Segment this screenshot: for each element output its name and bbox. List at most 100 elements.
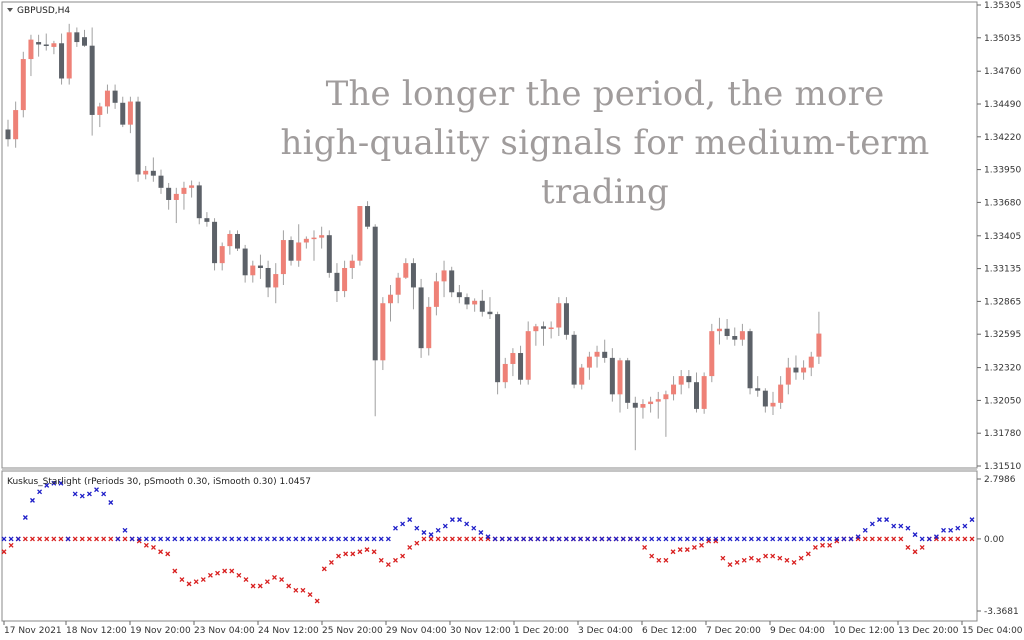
red-marker — [784, 557, 790, 563]
blue-marker — [905, 525, 911, 531]
blue-marker — [58, 480, 64, 486]
red-marker — [805, 551, 811, 557]
blue-marker — [820, 536, 825, 542]
candle-body — [617, 360, 623, 395]
red-marker — [727, 562, 733, 568]
red-marker — [108, 536, 114, 542]
price-tick-label: 1.31510 — [984, 462, 1021, 472]
blue-marker — [229, 536, 235, 542]
blue-marker — [158, 536, 164, 542]
candle-body — [541, 326, 546, 329]
candle-body — [449, 270, 455, 293]
price-tick-label: 1.31780 — [984, 429, 1021, 439]
blue-marker — [421, 530, 427, 535]
candle-body — [97, 106, 103, 115]
triangle-down-icon[interactable] — [7, 8, 13, 12]
candle-body — [533, 326, 539, 332]
indicator-label: Kuskus_Starlight (rPeriods 30, pSmooth 0… — [7, 477, 311, 487]
candle-body — [303, 238, 309, 243]
price-tick-label: 1.34760 — [984, 67, 1021, 77]
blue-marker — [677, 536, 683, 542]
red-marker — [364, 547, 370, 553]
candle-body — [319, 235, 325, 238]
candle-body — [349, 260, 355, 268]
blue-marker — [143, 536, 149, 542]
red-marker — [656, 557, 662, 563]
blue-marker — [350, 536, 356, 542]
candle-body — [388, 294, 393, 304]
blue-marker — [172, 536, 178, 542]
red-marker — [691, 545, 697, 550]
blue-marker — [457, 517, 462, 523]
candle-body — [250, 265, 256, 276]
indicator-markers — [1, 480, 975, 604]
candle-body — [20, 59, 26, 111]
blue-marker — [101, 491, 107, 497]
blue-marker — [485, 534, 491, 540]
candle-body — [296, 242, 302, 261]
time-tick-label: 29 Nov 04:00 — [386, 626, 447, 636]
time-tick-label: 24 Nov 12:00 — [258, 626, 319, 636]
main-chart-panel[interactable] — [1, 1, 978, 469]
candle-body — [204, 218, 210, 222]
price-tick-label: 1.32320 — [984, 364, 1021, 374]
red-marker — [336, 553, 341, 559]
blue-marker — [699, 536, 704, 542]
blue-marker — [635, 536, 640, 542]
candle-body — [365, 206, 371, 227]
candle-body — [686, 376, 692, 383]
blue-marker — [272, 536, 277, 542]
red-marker — [777, 555, 783, 561]
blue-marker — [37, 489, 43, 495]
blue-marker — [841, 536, 847, 542]
red-marker — [677, 547, 683, 553]
blue-marker — [855, 534, 861, 540]
indicator-tick-label: -3.3681 — [984, 607, 1019, 617]
indicator-tick-label: 0.00 — [984, 535, 1004, 545]
candle-body — [13, 110, 19, 140]
overlay-line: trading — [541, 172, 669, 212]
blue-marker — [521, 536, 527, 542]
blue-marker — [222, 536, 228, 542]
red-marker — [158, 549, 164, 555]
red-marker — [272, 574, 277, 580]
red-marker — [378, 557, 384, 563]
blue-marker — [314, 536, 320, 542]
candle-body — [426, 306, 432, 349]
candle-body — [150, 170, 156, 176]
price-tick-label: 1.32595 — [984, 330, 1021, 340]
blue-marker — [784, 536, 790, 542]
candle-body — [487, 311, 493, 315]
candle-body — [334, 272, 340, 292]
candle-body — [403, 263, 409, 278]
blue-marker — [891, 523, 897, 529]
red-marker — [756, 557, 761, 563]
blue-marker — [193, 536, 199, 542]
red-marker — [279, 577, 285, 583]
candle-body — [563, 303, 569, 335]
red-marker — [962, 536, 968, 542]
blue-marker — [307, 536, 313, 542]
candle-body — [380, 303, 386, 361]
red-marker — [948, 536, 954, 542]
blue-marker — [684, 536, 690, 542]
candle-body — [311, 237, 317, 240]
red-marker — [884, 536, 890, 542]
red-marker — [357, 549, 363, 555]
candle-body — [472, 300, 478, 305]
candle-body — [410, 263, 416, 288]
candle-body — [793, 367, 799, 373]
blue-marker — [948, 527, 954, 533]
candle-body — [66, 32, 72, 79]
blue-marker — [613, 536, 619, 542]
candle-body — [671, 384, 677, 395]
candle-body — [257, 265, 263, 268]
time-tick-label: 23 Nov 04:00 — [194, 626, 255, 636]
red-marker — [435, 536, 441, 542]
red-marker — [72, 536, 78, 542]
candle-body — [648, 401, 654, 405]
candle-body — [801, 367, 807, 373]
blue-marker — [464, 521, 470, 527]
price-tick-label: 1.33405 — [984, 232, 1021, 242]
red-marker — [58, 536, 64, 542]
